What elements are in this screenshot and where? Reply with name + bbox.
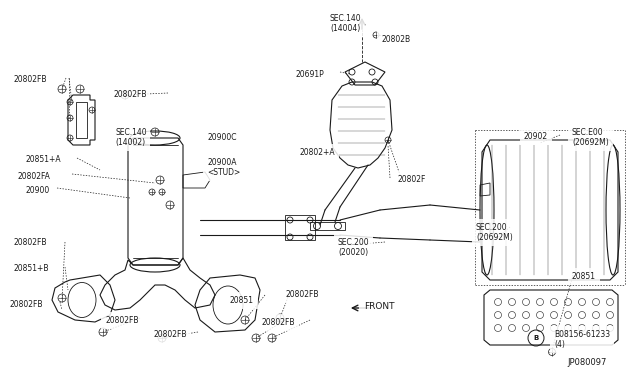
Text: 20802F: 20802F — [398, 175, 426, 184]
Text: 20802FB: 20802FB — [10, 300, 44, 309]
Text: 20802FB: 20802FB — [105, 316, 138, 325]
Text: 20802FB: 20802FB — [14, 238, 47, 247]
Text: 20900A
<STUD>: 20900A <STUD> — [207, 158, 240, 177]
Text: 20802FB: 20802FB — [262, 318, 296, 327]
Text: 20851: 20851 — [572, 272, 596, 281]
Text: 20900C: 20900C — [208, 133, 237, 142]
Text: 20802FB: 20802FB — [153, 330, 186, 339]
Text: 20802FB: 20802FB — [286, 290, 319, 299]
Text: SEC.200
(20692M): SEC.200 (20692M) — [476, 223, 513, 243]
Text: 20802FB: 20802FB — [113, 90, 147, 99]
Text: FRONT: FRONT — [364, 302, 394, 311]
Text: 20802B: 20802B — [381, 35, 410, 44]
Text: B: B — [533, 335, 539, 341]
Text: 20851: 20851 — [230, 296, 254, 305]
Text: 20851+B: 20851+B — [14, 264, 49, 273]
Text: SEC.200
(20020): SEC.200 (20020) — [338, 238, 370, 257]
Text: SEC.140
(14002): SEC.140 (14002) — [115, 128, 147, 147]
Text: 20902: 20902 — [524, 132, 548, 141]
Text: 20802FA: 20802FA — [18, 172, 51, 181]
Text: 20802+A: 20802+A — [300, 148, 335, 157]
Text: 20900: 20900 — [25, 186, 49, 195]
Text: SEC.E00
(20692M): SEC.E00 (20692M) — [572, 128, 609, 147]
Text: SEC.140
(14004): SEC.140 (14004) — [330, 14, 362, 33]
Text: JP080097: JP080097 — [567, 358, 606, 367]
Text: 20851+A: 20851+A — [25, 155, 61, 164]
Text: 20802FB: 20802FB — [14, 75, 47, 84]
Text: B08156-61233
(4): B08156-61233 (4) — [554, 330, 610, 349]
Text: 20691P: 20691P — [296, 70, 324, 79]
